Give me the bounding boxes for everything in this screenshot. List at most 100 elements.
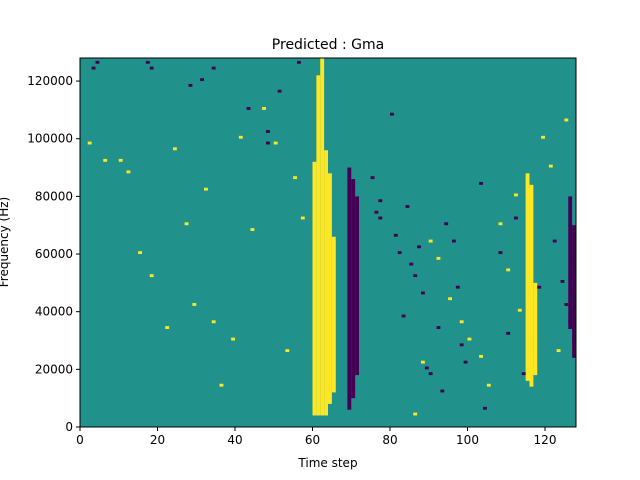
heatmap-cell-high [103,158,108,162]
heatmap-cell-high [533,282,538,376]
heatmap-cell-high [328,173,332,404]
heatmap-cell-high [548,164,553,168]
y-axis: 0 20000 40000 60000 80000 100000 120000 [27,74,80,434]
heatmap-cell-high [293,176,297,180]
x-tick-label: 100 [456,433,479,447]
y-tick-label: 120000 [27,74,73,88]
heatmap-cell-low [95,60,100,64]
heatmap-cell-low [537,285,542,289]
heatmap-cell-low [374,210,379,214]
heatmap-cell-low [572,256,576,260]
heatmap-cell-high [273,141,278,145]
heatmap-cell-low [266,130,270,133]
heatmap-cell-low [459,343,464,347]
heatmap-cell-low [572,225,576,358]
heatmap-cell-high [173,147,177,151]
chart-title: Predicted : Gma [272,37,384,53]
heatmap-cell-high [467,337,472,341]
heatmap-cell-low [401,314,406,318]
heatmap-cell-low [91,66,96,70]
heatmap-cell-high [138,251,142,255]
heatmap-cell-low [564,303,569,306]
heatmap-cell-high [506,268,511,272]
heatmap-cell-low [397,251,402,255]
heatmap-cell-high [316,75,321,416]
heatmap-cell-low [552,239,557,243]
heatmap-cell-low [463,360,468,364]
x-axis-label: Time step [297,456,357,470]
heatmap-cell-low [521,372,526,376]
heatmap-cell-high [238,135,243,139]
x-tick-label: 0 [76,433,84,447]
heatmap-cell-low [444,222,449,226]
heatmap-cell-low [378,216,383,220]
y-tick-label: 80000 [35,189,73,203]
heatmap-cell-high [211,320,216,324]
heatmap-cell-high [300,216,305,220]
heatmap-cell-low [560,279,565,283]
heatmap-cell-high [479,354,483,358]
heatmap-cell-low [347,167,352,410]
heatmap-cell-low [409,262,414,266]
heatmap-cell-high [219,383,224,387]
heatmap-cell-low [277,89,282,93]
heatmap-cell-low [355,196,359,376]
heatmap-cell-high [312,161,317,416]
y-tick-label: 40000 [35,305,73,319]
x-axis: 0 20 40 60 80 100 120 [76,427,556,447]
y-axis-label: Frequency (Hz) [0,197,11,288]
heatmap-cell-low [568,196,573,329]
heatmap-cell-high [517,308,522,312]
heatmap-cell-low [370,176,375,180]
heatmap-cell-high [529,184,534,387]
heatmap-cell-high [262,107,266,110]
x-tick-label: 80 [382,433,397,447]
heatmap-cell-low [211,66,216,70]
plot-frame [79,57,577,428]
heatmap-cell-low [413,274,418,278]
heatmap-cell-low [498,251,503,255]
heatmap-cell-low [421,291,425,295]
x-tick-label: 60 [305,433,320,447]
heatmap-cell-low [378,199,383,203]
heatmap-cell-high [126,170,131,174]
y-tick-label: 20000 [35,362,73,376]
heatmap-cell-high [149,274,154,278]
heatmap-cell-high [192,303,197,306]
heatmap-cell-high [514,193,518,197]
heatmap-cell-low [297,60,301,64]
heatmap-cell-low [149,66,154,70]
heatmap-cell-low [479,181,483,185]
x-tick-label: 40 [227,433,242,447]
plot-area [80,58,576,427]
heatmap-cell-low [455,285,460,289]
heatmap-cell-high [436,256,441,260]
heatmap-cell-low [390,112,394,116]
heatmap-cell-high [250,228,255,231]
y-tick-label: 0 [65,420,73,434]
heatmap-cell-low [145,60,150,64]
heatmap-cell-high [486,383,491,387]
heatmap-cell-high [459,320,464,324]
y-tick-label: 60000 [35,247,73,261]
heatmap-cell-high [413,412,418,416]
heatmap-cell-high [556,349,561,353]
heatmap-cell-high [421,360,425,364]
heatmap-cell-low [428,372,433,376]
heatmap-cell-high [87,141,92,145]
heatmap-cell-low [393,233,398,237]
heatmap-cell-low [440,389,445,393]
heatmap-cell-low [200,78,204,82]
heatmap-cell-high [184,222,189,226]
heatmap-cell-high [331,236,336,393]
y-tick-label: 100000 [27,132,73,146]
heatmap-cell-high [231,337,235,341]
heatmap-cell-high [285,349,290,353]
heatmap-cell-low [424,366,429,370]
heatmap-cell-low [483,406,487,410]
heatmap-cell-low [568,320,573,324]
x-tick-label: 120 [534,433,557,447]
heatmap-cell-low [514,216,518,220]
heatmap-cell-low [188,83,193,87]
